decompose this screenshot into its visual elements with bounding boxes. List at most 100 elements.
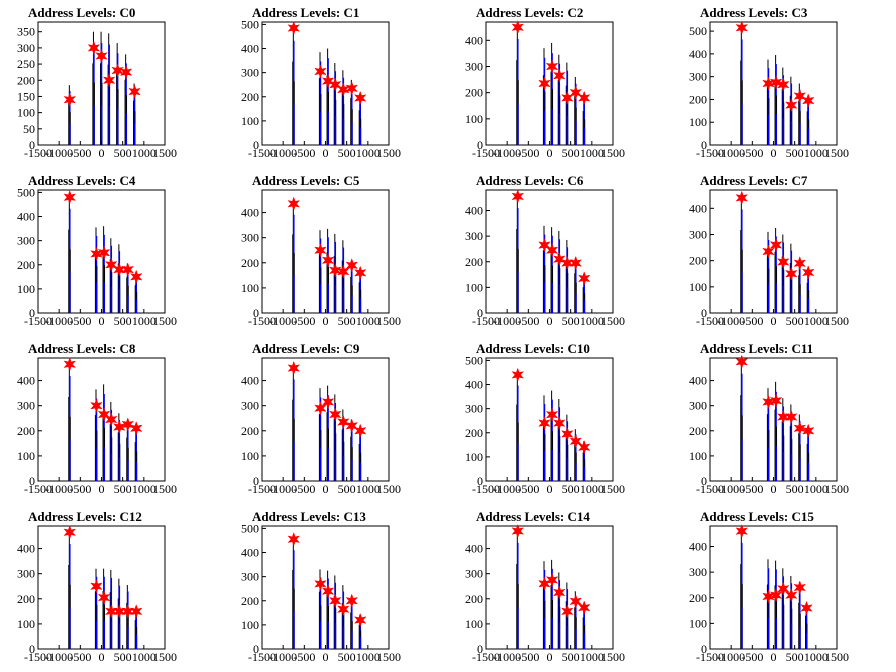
x-tick-label: -1000 bbox=[45, 482, 73, 496]
peak-marker bbox=[112, 604, 126, 619]
peak-marker bbox=[111, 63, 124, 78]
peak-marker bbox=[328, 263, 342, 278]
y-tick-label: 400 bbox=[17, 210, 35, 224]
y-tick-label: 100 bbox=[689, 280, 707, 294]
x-tick-label: 1000 bbox=[804, 482, 828, 496]
x-tick-label: 1000 bbox=[356, 314, 380, 328]
x-tick-label: 500 bbox=[786, 650, 804, 664]
peak-marker bbox=[287, 20, 301, 36]
peak-marker bbox=[121, 417, 135, 432]
peak-marker bbox=[776, 254, 790, 270]
chart-title: Address Levels: C9 bbox=[252, 341, 360, 356]
chart-title: Address Levels: C14 bbox=[476, 509, 590, 524]
x-tick-label: -1000 bbox=[493, 146, 521, 160]
peak-marker bbox=[560, 255, 574, 271]
peak-marker bbox=[784, 587, 798, 603]
x-tick-label: 500 bbox=[562, 146, 580, 160]
peak-marker bbox=[102, 72, 116, 88]
peak-marker bbox=[112, 262, 126, 277]
peak-marker bbox=[801, 265, 815, 280]
peak-marker bbox=[511, 367, 525, 383]
y-tick-label: 200 bbox=[465, 255, 483, 269]
peak-marker bbox=[769, 393, 783, 408]
y-tick-label: 0 bbox=[477, 306, 483, 320]
chart-title: Address Levels: C11 bbox=[700, 341, 814, 356]
peak-marker bbox=[569, 85, 583, 100]
y-tick-label: 500 bbox=[241, 521, 259, 535]
x-tick-label: 1500 bbox=[377, 650, 401, 664]
y-tick-label: 300 bbox=[17, 399, 35, 413]
peak-marker bbox=[538, 76, 551, 91]
y-tick-label: 500 bbox=[17, 185, 35, 199]
x-tick-label: -1000 bbox=[45, 146, 73, 160]
y-tick-label: 300 bbox=[241, 570, 259, 584]
y-tick-label: 300 bbox=[689, 227, 707, 241]
y-tick-label: 100 bbox=[689, 449, 707, 463]
peak-marker bbox=[776, 409, 790, 425]
y-tick-label: 50 bbox=[23, 122, 35, 136]
peak-marker bbox=[345, 258, 359, 273]
x-tick-label: -1500 bbox=[696, 314, 724, 328]
x-tick-label: -1500 bbox=[472, 314, 500, 328]
peak-marker bbox=[577, 600, 591, 615]
x-tick-label: 0 bbox=[771, 314, 777, 328]
peak-marker bbox=[769, 587, 783, 603]
x-tick-label: -500 bbox=[69, 650, 91, 664]
peak-marker bbox=[287, 531, 301, 547]
y-tick-label: 0 bbox=[701, 306, 707, 320]
y-tick-label: 400 bbox=[689, 540, 707, 554]
x-tick-label: 0 bbox=[323, 650, 329, 664]
x-tick-label: 1000 bbox=[804, 314, 828, 328]
chart-title: Address Levels: C4 bbox=[28, 173, 136, 188]
x-tick-label: 500 bbox=[114, 482, 132, 496]
x-tick-label: 1500 bbox=[377, 482, 401, 496]
y-tick-label: 0 bbox=[253, 474, 259, 488]
peak-marker bbox=[577, 439, 591, 455]
y-tick-label: 200 bbox=[241, 424, 259, 438]
x-tick-label: 500 bbox=[338, 146, 356, 160]
y-tick-label: 0 bbox=[253, 138, 259, 152]
x-tick-label: -500 bbox=[517, 314, 539, 328]
x-tick-label: -500 bbox=[293, 482, 315, 496]
y-tick-label: 200 bbox=[689, 591, 707, 605]
peak-marker bbox=[104, 604, 118, 619]
y-tick-label: 200 bbox=[241, 90, 259, 104]
y-tick-label: 0 bbox=[253, 306, 259, 320]
peak-marker bbox=[95, 48, 108, 64]
peak-marker bbox=[793, 580, 807, 595]
x-tick-label: 0 bbox=[771, 146, 777, 160]
y-tick-label: 400 bbox=[241, 206, 259, 220]
y-tick-label: 300 bbox=[689, 70, 707, 84]
peak-marker bbox=[63, 357, 77, 372]
x-tick-label: 0 bbox=[99, 314, 105, 328]
y-tick-label: 100 bbox=[241, 281, 259, 295]
x-tick-label: 1500 bbox=[377, 314, 401, 328]
x-tick-label: 1500 bbox=[153, 146, 177, 160]
x-tick-label: -500 bbox=[293, 314, 315, 328]
y-tick-label: 200 bbox=[689, 254, 707, 268]
x-tick-label: -500 bbox=[69, 146, 91, 160]
x-tick-label: -1000 bbox=[45, 650, 73, 664]
y-tick-label: 400 bbox=[17, 374, 35, 388]
y-tick-label: 400 bbox=[241, 42, 259, 56]
peak-marker bbox=[336, 601, 350, 617]
peak-marker bbox=[353, 90, 367, 106]
peak-marker bbox=[735, 523, 749, 539]
y-tick-label: 300 bbox=[241, 66, 259, 80]
x-tick-label: 500 bbox=[338, 482, 356, 496]
x-tick-label: -1500 bbox=[248, 314, 276, 328]
x-tick-label: -500 bbox=[741, 146, 763, 160]
peak-marker bbox=[511, 523, 525, 539]
y-tick-label: 0 bbox=[477, 138, 483, 152]
peak-marker bbox=[121, 262, 135, 277]
x-tick-label: 0 bbox=[323, 482, 329, 496]
y-tick-label: 300 bbox=[465, 567, 483, 581]
x-tick-label: 1000 bbox=[804, 650, 828, 664]
y-tick-label: 0 bbox=[29, 306, 35, 320]
